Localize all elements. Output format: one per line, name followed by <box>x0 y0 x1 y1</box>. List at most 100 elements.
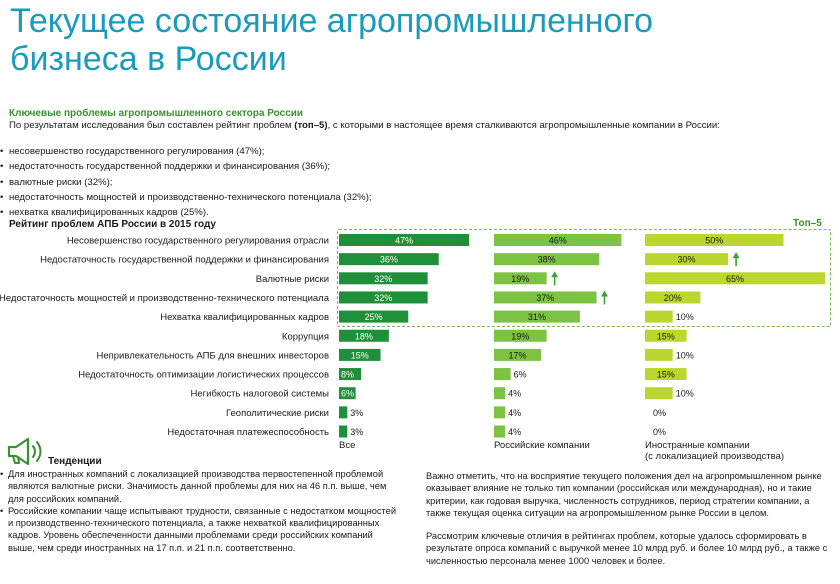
category-label: Непривлекательность АПБ для внешних инве… <box>96 350 329 361</box>
bar <box>645 310 673 323</box>
commentary-paragraph: Рассмотрим ключевые отличия в рейтингах … <box>426 531 828 566</box>
data-label: 50% <box>705 236 723 246</box>
intro-text: По результатам исследования был составле… <box>9 120 720 132</box>
data-label: 6% <box>341 389 354 399</box>
problem-list-item: несовершенство государственного регулиро… <box>0 144 372 160</box>
data-label: 20% <box>664 293 682 303</box>
bar <box>645 387 673 400</box>
bar <box>339 253 439 266</box>
bar <box>339 291 428 304</box>
bar <box>645 291 701 304</box>
bar <box>339 329 389 342</box>
data-label: 10% <box>676 312 694 322</box>
bar <box>645 234 784 246</box>
data-label: 32% <box>374 293 392 303</box>
category-label: Недостаточность мощностей и производстве… <box>0 293 330 304</box>
data-label: 19% <box>511 331 529 341</box>
data-label: 36% <box>380 255 398 265</box>
problem-list-item: валютные риски (32%); <box>0 175 372 191</box>
bar <box>339 348 381 361</box>
bar <box>339 310 409 323</box>
bar <box>494 387 506 400</box>
page-title-line-2: бизнеса в России <box>10 40 287 78</box>
data-label: 19% <box>511 274 529 284</box>
bar <box>494 272 547 285</box>
trends-list-item: Для иностранных компаний с локализацией … <box>0 468 400 505</box>
bar <box>645 348 673 361</box>
category-label: Недостаточность государственной поддержк… <box>40 255 329 266</box>
data-label: 4% <box>508 427 521 437</box>
series-legend-label: Российские компании <box>494 440 590 451</box>
category-label: Коррупция <box>282 331 329 342</box>
data-label: 3% <box>350 408 363 418</box>
top5-label: Топ–5 <box>793 218 822 229</box>
data-label: 31% <box>528 312 546 322</box>
data-label: 8% <box>341 370 354 380</box>
bar <box>645 253 729 266</box>
category-label: Недостаточность оптимизации логистически… <box>78 370 329 381</box>
data-label: 37% <box>536 293 554 303</box>
data-label: 10% <box>676 389 694 399</box>
bar <box>494 348 542 361</box>
series-legend-label: (с локализацией производства) <box>645 451 784 462</box>
category-label: Несовершенство государственного регулиро… <box>67 236 329 247</box>
data-label: 38% <box>538 255 556 265</box>
bar <box>494 406 506 419</box>
bar <box>494 253 600 266</box>
data-label: 4% <box>508 408 521 418</box>
bar <box>494 329 547 342</box>
problem-list-item: недостаточность мощностей и производстве… <box>0 190 372 206</box>
data-label: 32% <box>374 274 392 284</box>
data-label: 30% <box>678 255 696 265</box>
bar <box>494 291 597 304</box>
megaphone-icon <box>7 437 42 466</box>
rank-up-arrow-head <box>551 271 559 278</box>
data-label: 17% <box>509 350 527 360</box>
trends-list-item: Российские компании чаще испытывают труд… <box>0 505 400 554</box>
bar <box>494 234 622 246</box>
data-label: 46% <box>549 236 567 246</box>
data-label: 15% <box>657 370 675 380</box>
data-label: 18% <box>355 331 373 341</box>
bar <box>645 329 687 342</box>
section-heading: Ключевые проблемы агропромышленного сект… <box>9 108 304 119</box>
data-label: 65% <box>726 274 744 284</box>
trends-heading: Тенденции <box>48 456 102 467</box>
chart-title: Рейтинг проблем АПБ России в 2015 году <box>9 219 216 230</box>
data-label: 0% <box>653 427 666 437</box>
problem-list-item: недостаточность государственной поддержк… <box>0 159 372 175</box>
problem-list: несовершенство государственного регулиро… <box>0 144 372 221</box>
trends-list: Для иностранных компаний с локализацией … <box>0 468 400 554</box>
category-label: Валютные риски <box>256 274 329 285</box>
intro-text-start: По результатам исследования был составле… <box>9 120 295 131</box>
data-label: 3% <box>350 427 363 437</box>
data-label: 15% <box>657 331 675 341</box>
problem-rating-chart: Несовершенство государственного регулиро… <box>0 234 826 462</box>
data-label: 10% <box>676 350 694 360</box>
bar <box>645 368 687 381</box>
bar <box>494 310 580 323</box>
intro-text-bold: (топ–5) <box>294 120 328 131</box>
bar <box>494 368 511 381</box>
data-label: 47% <box>395 236 413 246</box>
bar <box>339 272 428 285</box>
category-label: Нехватка квалифицированных кадров <box>160 312 329 323</box>
category-label: Недостаточная платежеспособность <box>167 427 329 438</box>
data-label: 6% <box>514 370 527 380</box>
rank-up-arrow-head <box>600 290 608 297</box>
commentary-paragraph: Важно отметить, что на восприятие текуще… <box>426 471 822 518</box>
bar <box>645 272 826 285</box>
category-label: Геополитические риски <box>226 408 329 419</box>
bar <box>339 425 348 438</box>
bar <box>494 425 506 438</box>
page-title: Текущее состояние агропромышленного бизн… <box>10 2 770 78</box>
bar <box>339 387 356 400</box>
intro-text-end: , с которыми в настоящее время сталкиваю… <box>327 120 720 131</box>
page-title-line-1: Текущее состояние агропромышленного <box>10 2 654 40</box>
data-label: 15% <box>351 350 369 360</box>
problem-list-item: нехватка квалифицированных кадров (25%). <box>0 205 372 221</box>
data-label: 4% <box>508 389 521 399</box>
bar <box>339 234 470 246</box>
series-legend-label: Все <box>339 440 355 451</box>
commentary: Важно отметить, что на восприятие текуще… <box>426 470 836 578</box>
